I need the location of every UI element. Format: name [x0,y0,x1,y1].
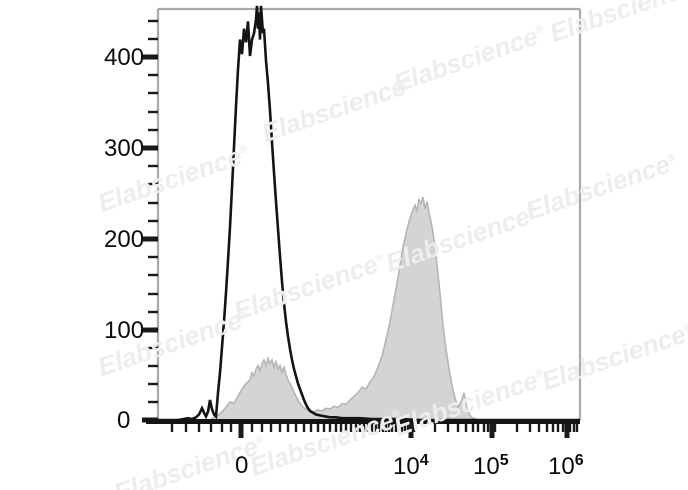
x-tick-label-1e5-exponent: 5 [499,452,509,469]
y-tick-label-0: 0 [117,407,131,434]
series-stained-outline [209,196,580,421]
x-tick-label-1e4-exponent: 4 [419,452,429,469]
x-tick-label-0: 0 [235,452,248,480]
x-tick-label-1e5-mantissa: 10 [473,453,500,480]
x-tick-label-1e6-mantissa: 10 [548,453,575,480]
x-tick-label-1e5: 105 [473,452,509,481]
y-tick-label-200: 200 [104,226,145,253]
x-tick-label-0-mantissa: 0 [235,452,249,479]
y-tick-label-100: 100 [104,317,145,344]
series-control-outline [158,5,580,422]
series-stained-fill [210,197,580,420]
x-tick-label-1e6: 106 [548,452,584,481]
y-axis-ticks [142,19,158,423]
series-group [158,5,580,422]
x-tick-label-1e4: 104 [393,452,429,481]
y-tick-label-400: 400 [104,44,145,71]
x-tick-label-1e6-exponent: 6 [574,452,584,469]
x-tick-label-1e4-mantissa: 10 [393,453,420,480]
x-axis-ticks [170,424,579,438]
plot-frame [156,7,582,420]
y-tick-label-300: 300 [104,135,145,162]
